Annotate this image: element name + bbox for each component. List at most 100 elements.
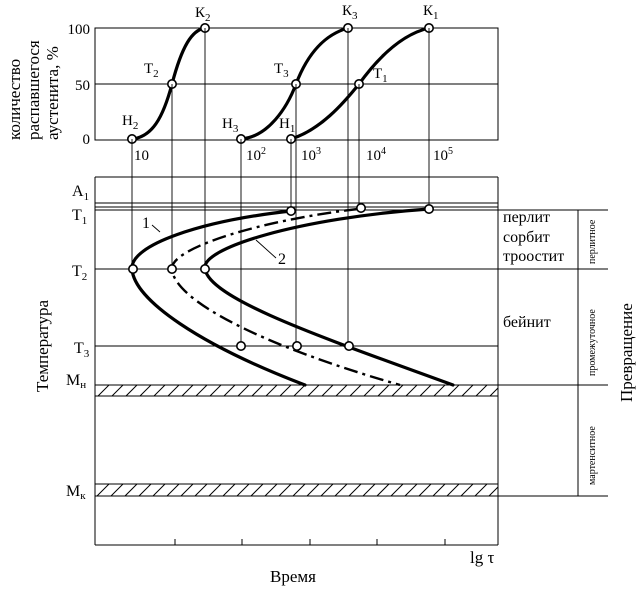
- hatch-stroke: [376, 483, 390, 497]
- hatch-stroke: [447, 384, 460, 397]
- temp-label-mn: Mн: [66, 372, 86, 391]
- hatch-stroke: [390, 483, 404, 497]
- kinetic-label-k3: К3: [342, 3, 358, 22]
- point-t2-n2: [128, 263, 139, 274]
- hatch-stroke: [349, 384, 362, 397]
- hatch-stroke: [222, 483, 236, 497]
- hatch-stroke: [223, 384, 236, 397]
- kinetic-xtick-2: 102: [246, 146, 266, 164]
- kinetic-ylabel-line-2: распавшегося: [24, 40, 43, 140]
- kinetic-ytick-100: 100: [68, 22, 91, 38]
- projection-lines: [131, 28, 430, 346]
- hatch-stroke: [306, 483, 320, 497]
- hatch-stroke: [446, 483, 460, 497]
- hatch-stroke: [432, 483, 446, 497]
- hatch-stroke: [433, 384, 446, 397]
- hatch-stroke: [307, 384, 320, 397]
- hatch-stroke: [279, 384, 292, 397]
- zone-martensitic: мартенситное: [587, 426, 598, 485]
- hatch-stroke: [461, 384, 474, 397]
- kinetic-chart: количество распавшегося аустенита, % 100…: [5, 3, 499, 164]
- ttt-xlabel: Время: [270, 567, 316, 586]
- hatch-stroke: [363, 384, 376, 397]
- kinetic-label-t2: Т2: [144, 61, 159, 80]
- temp-label-t1: T1: [72, 207, 87, 227]
- curve-label-1: 1: [142, 215, 150, 232]
- kinetic-label-k1: К1: [423, 3, 439, 22]
- product-sorbite: сорбит: [503, 229, 550, 246]
- zone-intermediate: промежуточное: [587, 309, 598, 376]
- kinetic-xtick-5: 105: [433, 146, 453, 164]
- hatch-stroke: [405, 384, 418, 397]
- ttt-ylabel: Температура: [33, 300, 52, 392]
- hatch-stroke: [180, 483, 194, 497]
- temp-label-t3: T3: [74, 340, 90, 360]
- point-t1-n1: [285, 206, 296, 217]
- hatch-stroke: [418, 483, 432, 497]
- hatch-stroke: [265, 384, 278, 397]
- c-curve-2: [170, 207, 401, 387]
- temp-label-t2: T2: [72, 263, 87, 283]
- hatch-stroke: [110, 483, 124, 497]
- product-bainite: бейнит: [503, 314, 551, 331]
- hatch-stroke: [474, 483, 488, 497]
- hatch-stroke: [335, 384, 348, 397]
- kinetic-ytick-50: 50: [75, 78, 90, 94]
- hatch-stroke: [194, 483, 208, 497]
- kinetic-label-t1: Т1: [373, 66, 388, 85]
- hatch-stroke: [209, 384, 222, 397]
- point-t3-k3: [343, 340, 354, 351]
- point-t1-t1: [355, 203, 366, 214]
- hatch-mk: [95, 483, 499, 497]
- hatch-stroke: [362, 483, 376, 497]
- kinetic-ylabel-line-1: количество: [5, 59, 24, 140]
- temp-label-a1: A1: [72, 183, 89, 203]
- hatch-stroke: [460, 483, 474, 497]
- ttt-x-symbol: lg τ: [470, 548, 494, 567]
- point-t1-k1: [423, 204, 434, 215]
- hatch-stroke: [166, 483, 180, 497]
- kinetic-xtick-3: 103: [301, 146, 321, 164]
- hatch-stroke: [334, 483, 348, 497]
- hatch-stroke: [138, 483, 152, 497]
- hatch-stroke: [264, 483, 278, 497]
- product-perlite: перлит: [503, 209, 550, 226]
- kinetic-label-k2: К2: [195, 5, 211, 24]
- kinetic-label-h3: Н3: [222, 116, 239, 135]
- point-t2-k2: [200, 263, 211, 274]
- kinetic-ytick-0: 0: [83, 132, 91, 148]
- kinetic-xtick-4: 104: [366, 146, 386, 164]
- kinetic-xtick-1: 10: [134, 148, 149, 164]
- hatch-stroke: [251, 384, 264, 397]
- hatch-stroke: [488, 486, 499, 497]
- point-t3-t3: [291, 340, 302, 351]
- hatch-stroke: [250, 483, 264, 497]
- point-t2-t2: [167, 263, 178, 274]
- product-troostite: троостит: [503, 248, 564, 265]
- hatch-stroke: [489, 387, 499, 397]
- hatch-stroke: [292, 483, 306, 497]
- hatch-stroke: [111, 384, 124, 397]
- ttt-chart: A1 T1 T2 T3 Mн Mк Температура Время lg τ…: [33, 176, 636, 586]
- hatch-stroke: [377, 384, 390, 397]
- hatch-stroke: [139, 384, 152, 397]
- hatch-stroke: [391, 384, 404, 397]
- hatch-stroke: [167, 384, 180, 397]
- point-t3-n3: [236, 340, 247, 351]
- hatch-mn: [95, 384, 499, 397]
- hatch-stroke: [278, 483, 292, 497]
- hatch-stroke: [195, 384, 208, 397]
- c-curve-1: [130, 209, 307, 387]
- hatch-stroke: [124, 483, 138, 497]
- hatch-stroke: [152, 483, 166, 497]
- temp-label-mk: Mк: [66, 483, 86, 502]
- hatch-stroke: [236, 483, 250, 497]
- hatch-stroke: [208, 483, 222, 497]
- hatch-stroke: [96, 483, 110, 497]
- transformation-label: Превращение: [617, 303, 636, 402]
- hatch-stroke: [404, 483, 418, 497]
- hatch-stroke: [419, 384, 432, 397]
- zone-pearlitic: перлитное: [587, 219, 598, 264]
- hatch-stroke: [237, 384, 250, 397]
